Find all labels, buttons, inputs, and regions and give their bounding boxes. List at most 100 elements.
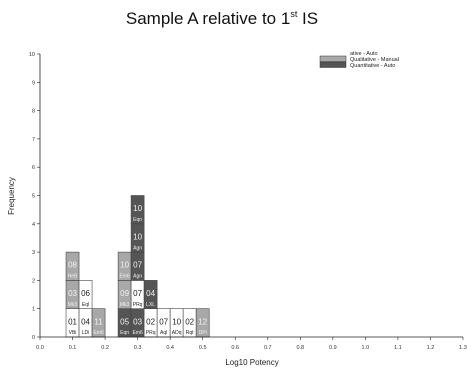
histogram-cell-id: 02 [185,317,194,326]
histogram-cell: 10 Eqn [130,195,145,225]
histogram-cell: 03 Mk3 [65,280,80,309]
x-tick-label: 1.2 [427,345,435,351]
histogram-cell-code: Mk3 [120,302,130,308]
x-tick-label: 0.4 [166,345,174,351]
histogram-cell: 07 PRq [130,280,145,309]
histogram-cell-id: 07 [133,261,142,270]
y-tick-label: 9 [32,80,35,86]
histogram-cell: 03 Em6 [130,308,145,338]
chart-title-suffix: IS [297,9,318,28]
histogram-cell-id: 04 [146,289,155,298]
y-tick-label: 1 [32,307,35,313]
histogram-cell: 08 HeB [65,251,80,281]
histogram-cell-code: Eql [82,302,89,308]
histogram-cell-box [130,195,145,225]
histogram-cell-id: 07 [133,289,142,298]
x-tick-label: 1.0 [362,345,370,351]
chart-title-text: Sample A relative to 1 [126,9,290,28]
x-tick-label: 1.3 [459,345,467,351]
histogram-cell: 10 Agn [130,223,145,253]
y-tick-label: 5 [32,194,35,200]
histogram-cell-code: Rqt [186,330,194,336]
histogram-cell-id: 07 [159,317,168,326]
histogram-cell-id: 10 [172,317,181,326]
y-tick-label: 0 [32,335,35,341]
x-tick-label: 0.8 [296,345,304,351]
x-tick-label: 0.3 [134,345,142,351]
y-tick-label: 8 [32,109,35,115]
y-tick-label: 10 [29,52,35,58]
x-tick-label: 0.6 [231,345,239,351]
chart-title: Sample A relative to 1st IS [126,9,318,28]
histogram-cell: 09 Mk3 [117,280,132,309]
y-tick-label: 2 [32,278,35,284]
histogram-cell: 02 PRq [143,308,158,338]
chart-title-superscript: st [290,9,298,19]
histogram-cell-id: 03 [133,317,142,326]
histogram-cells: 01VBi03Mk308HeB04LDi06Eql11Em605Eqn09Mk3… [65,195,210,338]
histogram-cell-code: Em6 [119,274,130,280]
histogram-cell-code: HeB [68,274,78,280]
histogram-cell-id: 09 [120,289,129,298]
histogram-cell-code: Agn [133,274,142,280]
histogram-cell-code: VBi [69,330,77,336]
x-tick-label: 0.7 [264,345,272,351]
histogram-cell: 10 Em6 [117,251,132,281]
histogram-cell-id: 11 [94,317,103,326]
x-tick-label: 0.2 [101,345,109,351]
histogram-cell-code: PRq [133,302,143,308]
histogram-cell-box [78,280,93,309]
histogram-cell: 07 Agn [130,251,145,281]
histogram-cell: 10 ADq [169,308,184,338]
histogram-cell-box [143,280,158,309]
x-tick-label: 0.1 [69,345,77,351]
y-tick-label: 7 [32,137,35,143]
histogram-cell-code: Eqn [133,217,142,223]
legend-entry: ative - Auto [320,50,378,57]
x-tick-label: 0.0 [36,345,44,351]
histogram-cell: 11 Em6 [91,308,106,338]
x-axis-label: Log10 Potency [225,358,278,367]
y-tick-label: 6 [32,165,35,171]
x-tick-label: 0.9 [329,345,337,351]
histogram-cell-id: 10 [133,204,142,213]
histogram-cell-code: Mk3 [68,302,78,308]
y-tick-label: 4 [32,222,35,228]
histogram-cell-id: 05 [120,317,129,326]
histogram-cell: 04 LXL [143,280,158,309]
histogram-cell-code: Aql [160,330,167,336]
x-axis-ticks: 0.0 0.1 0.2 0.3 0.4 0.5 0.6 0.7 0.8 0.9 1.0 1.1 1.2 1… [36,337,467,351]
histogram-cell-code: Agn [133,245,142,251]
histogram-cell: 06 Eql [78,280,93,309]
histogram-cell-code: Em6 [93,330,104,336]
histogram-cell-id: 03 [68,289,77,298]
histogram-cell-id: 08 [68,261,77,270]
histogram-cell: 12 DPi [195,308,210,338]
histogram-cell-id: 02 [146,317,155,326]
histogram-cell: 04 LDi [78,308,93,338]
legend-swatch [319,55,347,62]
histogram-cell: 05 Eqn [117,308,132,338]
legend-swatch [319,61,347,68]
histogram-cell-id: 01 [68,317,77,326]
histogram-cell-code: LDi [82,330,90,336]
histogram-cell-id: 10 [120,261,129,270]
histogram-cell: 01 VBi [65,308,80,338]
legend-label: Quantitative - Auto [350,63,395,69]
histogram-cell: 02 Rqt [182,308,197,338]
histogram-cell-id: 12 [198,317,207,326]
histogram-cell-code: PRq [146,330,156,336]
y-tick-label: 3 [32,250,35,256]
legend-entry: Quantitative - Auto [319,61,395,69]
histogram-cell-code: LXL [146,302,155,308]
y-axis-ticks: 0 1 2 3 4 5 6 7 8 9 10 [29,52,40,341]
legend-label: Qualitative - Manual [350,57,399,63]
histogram-cell-code: Eqn [120,330,129,336]
histogram-cell-code: Em6 [132,330,143,336]
histogram-cell-id: 10 [133,232,142,241]
x-tick-label: 1.1 [394,345,402,351]
legend-entry: Qualitative - Manual [319,55,399,63]
x-tick-label: 0.5 [199,345,207,351]
